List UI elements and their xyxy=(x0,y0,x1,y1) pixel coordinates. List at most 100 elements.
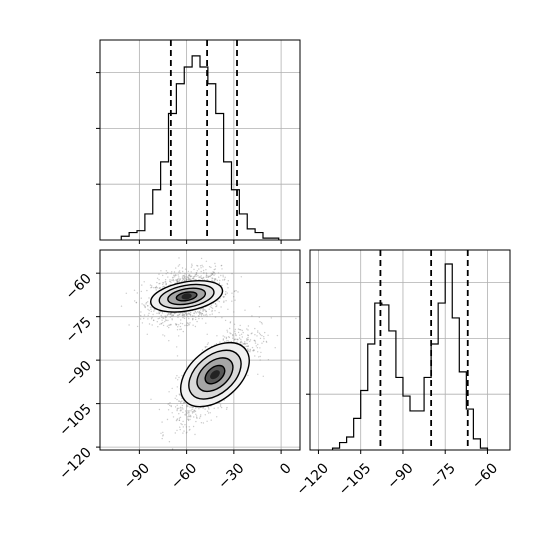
scatter-point xyxy=(213,268,215,271)
scatter-point xyxy=(185,279,187,281)
scatter-point xyxy=(239,341,242,343)
scatter-point xyxy=(259,337,262,340)
scatter-point xyxy=(222,339,224,341)
scatter-point xyxy=(191,275,193,277)
scatter-point xyxy=(205,269,207,271)
scatter-point xyxy=(164,315,167,318)
scatter-point xyxy=(165,281,167,283)
scatter-point xyxy=(200,267,202,269)
scatter-point xyxy=(176,408,178,410)
scatter-point xyxy=(261,342,263,344)
scatter-point xyxy=(151,285,153,287)
scatter-point xyxy=(195,312,198,314)
scatter-point xyxy=(205,310,207,313)
scatter-point xyxy=(270,317,272,319)
scatter-point xyxy=(214,316,217,318)
scatter-point xyxy=(183,317,186,320)
scatter-point xyxy=(174,323,177,325)
scatter-point xyxy=(160,322,162,325)
scatter-point xyxy=(178,264,181,266)
scatter-point xyxy=(178,400,180,402)
scatter-point xyxy=(213,280,215,283)
scatter-point xyxy=(163,285,165,288)
scatter-point xyxy=(244,343,246,345)
scatter-point xyxy=(177,326,179,328)
scatter-point xyxy=(184,275,186,277)
scatter-point xyxy=(205,311,207,313)
scatter-point xyxy=(172,278,175,281)
scatter-point xyxy=(226,292,228,294)
scatter-point xyxy=(237,291,239,293)
scatter-point xyxy=(189,279,191,281)
scatter-point xyxy=(206,276,208,278)
scatter-point xyxy=(160,314,162,317)
scatter-point xyxy=(141,303,143,305)
scatter-point xyxy=(158,312,160,314)
scatter-point xyxy=(246,338,248,340)
scatter-point xyxy=(208,408,210,410)
scatter-point xyxy=(184,268,187,270)
scatter-point xyxy=(174,274,176,277)
scatter-point xyxy=(176,398,178,401)
scatter-point xyxy=(233,290,235,293)
scatter-point xyxy=(215,305,218,308)
scatter-point xyxy=(182,277,185,280)
scatter-point xyxy=(223,296,225,298)
scatter-point xyxy=(147,308,149,311)
scatter-point xyxy=(246,345,249,348)
scatter-point xyxy=(180,280,183,283)
scatter-point xyxy=(134,300,136,302)
scatter-point xyxy=(233,339,236,341)
scatter-point xyxy=(171,387,173,390)
scatter-point xyxy=(193,416,195,418)
scatter-point xyxy=(221,268,223,270)
scatter-point xyxy=(216,335,218,337)
scatter-point xyxy=(221,317,223,319)
scatter-point xyxy=(194,274,197,276)
scatter-point xyxy=(252,350,254,352)
scatter-point xyxy=(179,416,182,419)
scatter-point xyxy=(211,313,213,315)
scatter-point xyxy=(182,432,184,434)
scatter-point xyxy=(184,424,186,426)
scatter-point xyxy=(198,317,200,320)
scatter-point xyxy=(176,281,178,283)
scatter-point xyxy=(189,415,191,418)
scatter-point xyxy=(177,265,180,267)
scatter-point xyxy=(221,284,223,287)
scatter-point xyxy=(259,359,261,361)
y-tick-label: −120 xyxy=(56,445,95,484)
y-marginal-frame xyxy=(309,249,511,451)
scatter-point xyxy=(155,289,157,291)
scatter-point xyxy=(182,408,184,410)
scatter-point xyxy=(267,359,270,361)
scatter-point xyxy=(233,323,236,325)
scatter-point xyxy=(179,325,182,328)
scatter-point xyxy=(212,272,214,275)
scatter-point xyxy=(204,414,206,416)
scatter-point xyxy=(186,404,188,406)
scatter-point xyxy=(176,419,178,421)
scatter-point xyxy=(193,268,195,271)
scatter-point xyxy=(214,310,216,312)
scatter-point xyxy=(235,290,237,292)
scatter-point xyxy=(193,312,195,315)
scatter-point xyxy=(222,276,224,278)
scatter-point xyxy=(180,401,182,403)
scatter-point xyxy=(169,404,171,407)
scatter-point xyxy=(186,406,188,408)
scatter-point xyxy=(249,339,252,341)
scatter-point xyxy=(207,276,210,278)
scatter-point xyxy=(210,419,212,421)
scatter-point xyxy=(259,334,262,336)
scatter-point xyxy=(152,313,154,316)
scatter-point xyxy=(150,308,152,310)
contour-line xyxy=(150,280,224,313)
scatter-point xyxy=(172,314,174,316)
scatter-point xyxy=(211,307,214,309)
scatter-point xyxy=(162,282,165,284)
scatter-point xyxy=(226,340,228,342)
scatter-point xyxy=(237,328,240,330)
scatter-point xyxy=(144,305,146,307)
scatter-point xyxy=(176,346,178,348)
